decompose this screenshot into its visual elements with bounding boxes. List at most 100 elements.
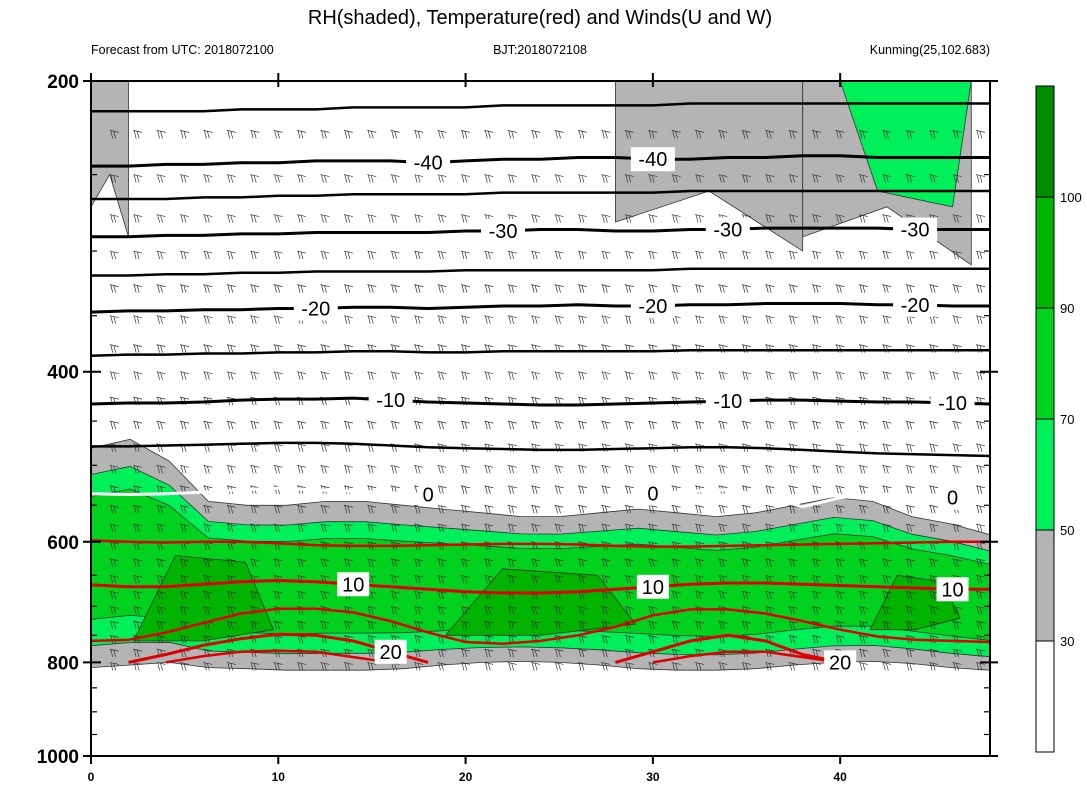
wind-barb <box>460 523 470 527</box>
wind-barb-flag <box>370 663 374 671</box>
wind-barb-flag <box>464 372 468 380</box>
wind-barb-flag <box>909 422 913 430</box>
wind-barb-flag <box>815 524 819 533</box>
wind-barb <box>273 284 283 287</box>
wind-barb-flag <box>531 250 535 260</box>
wind-barb-flag <box>605 636 608 644</box>
wind-barb-flag <box>441 131 444 139</box>
wind-barb <box>601 371 611 375</box>
wind-barb-flag <box>648 505 652 514</box>
wind-barb-flag <box>230 542 234 550</box>
wind-barb <box>273 523 283 527</box>
wind-barb <box>437 214 447 217</box>
wind-barb-flag <box>792 576 795 584</box>
wind-barb-flag <box>180 315 184 324</box>
wind-barb-flag <box>605 422 608 430</box>
wind-barb <box>343 420 353 424</box>
wind-barb-flag <box>929 371 933 380</box>
wind-barb-flag <box>839 576 842 584</box>
wind-barb-flag <box>675 215 678 223</box>
wind-barb-flag <box>672 174 675 183</box>
wind-barb <box>952 130 962 133</box>
wind-barb-flag <box>839 592 842 600</box>
wind-barb-flag <box>508 443 512 452</box>
wind-barb-flag <box>976 485 980 494</box>
wind-barb-flag <box>180 344 184 353</box>
wind-barb-flag <box>204 284 207 293</box>
wind-barb-flag <box>324 466 327 474</box>
wind-barb-flag <box>230 316 234 324</box>
wind-barb-flag <box>909 524 913 533</box>
wind-barb-flag <box>765 421 769 430</box>
wind-barb-flag <box>534 607 538 615</box>
wind-barb-flag <box>160 345 163 353</box>
wind-barb <box>203 344 213 347</box>
wind-barb-flag <box>979 285 983 293</box>
wind-barb <box>952 464 962 468</box>
wind-barb-flag <box>932 422 936 430</box>
wind-barb-flag <box>719 465 722 474</box>
wind-barb-flag <box>394 524 398 533</box>
wind-barb-flag <box>555 284 558 293</box>
wind-barb <box>765 464 775 468</box>
wind-barb <box>156 590 166 594</box>
wind-barb <box>109 396 119 400</box>
wind-barb-flag <box>605 650 608 658</box>
wind-barb-flag <box>297 250 301 260</box>
wind-barb-flag <box>136 576 140 584</box>
wind-barb-flag <box>929 558 933 567</box>
wind-barb-flag <box>438 621 441 630</box>
wind-barb-flag <box>885 466 889 474</box>
wind-barb <box>835 396 845 400</box>
wind-barb-flag <box>909 372 913 380</box>
wind-barb-flag <box>133 485 137 494</box>
wind-barb-flag <box>909 559 913 567</box>
wind-barb <box>718 606 728 609</box>
rh-patch-30-50 <box>615 81 804 252</box>
wind-barb <box>694 558 705 562</box>
wind-barb <box>437 315 447 319</box>
wind-barb <box>577 485 588 489</box>
wind-barb-flag <box>274 214 277 223</box>
wind-barb-flag <box>391 214 395 223</box>
wind-barb-flag <box>862 372 866 380</box>
wind-barb <box>531 464 541 468</box>
wind-barb <box>624 541 634 545</box>
wind-barb-flag <box>768 131 772 139</box>
wind-barb <box>156 662 166 665</box>
wind-barb-flag <box>414 485 418 494</box>
wind-barb <box>156 648 166 652</box>
wind-barb <box>811 396 822 400</box>
wind-barb <box>975 443 986 447</box>
wind-barb <box>414 315 424 319</box>
rh-patch-50-70 <box>839 81 972 208</box>
wind-barb-flag <box>979 559 983 567</box>
wind-barb-flag <box>508 174 512 183</box>
wind-barb-flag <box>277 466 280 474</box>
wind-barb-flag <box>417 650 421 658</box>
wind-barb <box>133 396 143 400</box>
wind-barb-flag <box>321 558 324 567</box>
wind-barb <box>835 523 845 527</box>
wind-barb-flag <box>136 592 140 600</box>
wind-barb <box>507 485 517 489</box>
wind-barb-flag <box>859 465 863 474</box>
wind-barb-flag <box>417 506 421 514</box>
wind-barb-flag <box>789 591 793 600</box>
wind-barb-flag <box>300 524 304 533</box>
wind-barb-flag <box>745 524 749 533</box>
wind-barb-flag <box>441 592 444 600</box>
wind-barb <box>554 250 564 254</box>
wind-barb-flag <box>979 131 983 139</box>
wind-barb-flag <box>180 130 184 139</box>
wind-barb <box>437 504 447 508</box>
wind-barb-flag <box>555 621 558 630</box>
wind-barb <box>273 174 283 177</box>
wind-barb <box>741 174 751 177</box>
wind-barb-flag <box>885 592 889 600</box>
wind-barb-flag <box>885 131 889 139</box>
wind-barb-flag <box>815 576 819 584</box>
wind-barb <box>601 396 611 400</box>
wind-barb <box>273 315 283 319</box>
wind-barb-flag <box>417 592 421 600</box>
